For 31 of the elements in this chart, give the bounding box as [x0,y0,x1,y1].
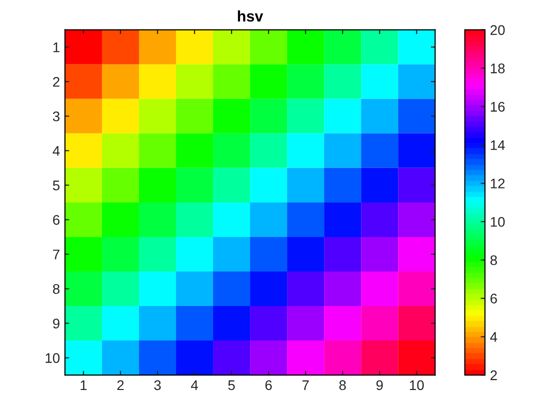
color-bar-label: 20 [490,25,505,35]
x-tick-label: 5 [228,380,235,390]
x-tick-label: 8 [339,380,346,390]
y-tick-label: 4 [52,146,60,156]
color-bar-label: 4 [490,332,498,342]
x-tick-label: 7 [302,380,309,390]
color-bar-label: 14 [490,140,505,150]
color-bar-label: 16 [490,102,505,112]
chart-title: hsv [238,10,264,22]
y-tick-label: 6 [53,215,60,225]
y-tick-label: 10 [46,353,60,363]
color-bar-label: 8 [490,255,497,266]
y-tick-label: 1 [53,42,60,52]
color-bar-label: 12 [490,178,505,188]
color-bar-label: 18 [490,64,505,74]
x-tick-label: 2 [117,380,124,390]
x-tick-label: 6 [265,380,272,390]
y-tick-label: 5 [52,180,60,190]
x-tick-label: 1 [80,380,87,390]
y-tick-label: 2 [53,76,60,87]
y-tick-label: 3 [52,111,60,122]
x-tick-label: 4 [190,380,198,390]
y-tick-label: 8 [52,284,60,294]
x-tick-label: 9 [376,380,383,390]
y-tick-label: 7 [53,250,60,260]
color-bar-label: 6 [490,294,497,304]
x-tick-label: 3 [154,380,161,390]
x-tick-label: 10 [410,380,424,390]
color-bar-label: 10 [490,216,505,227]
y-tick-label: 9 [53,318,60,328]
color-bar-label: 2 [490,370,497,380]
